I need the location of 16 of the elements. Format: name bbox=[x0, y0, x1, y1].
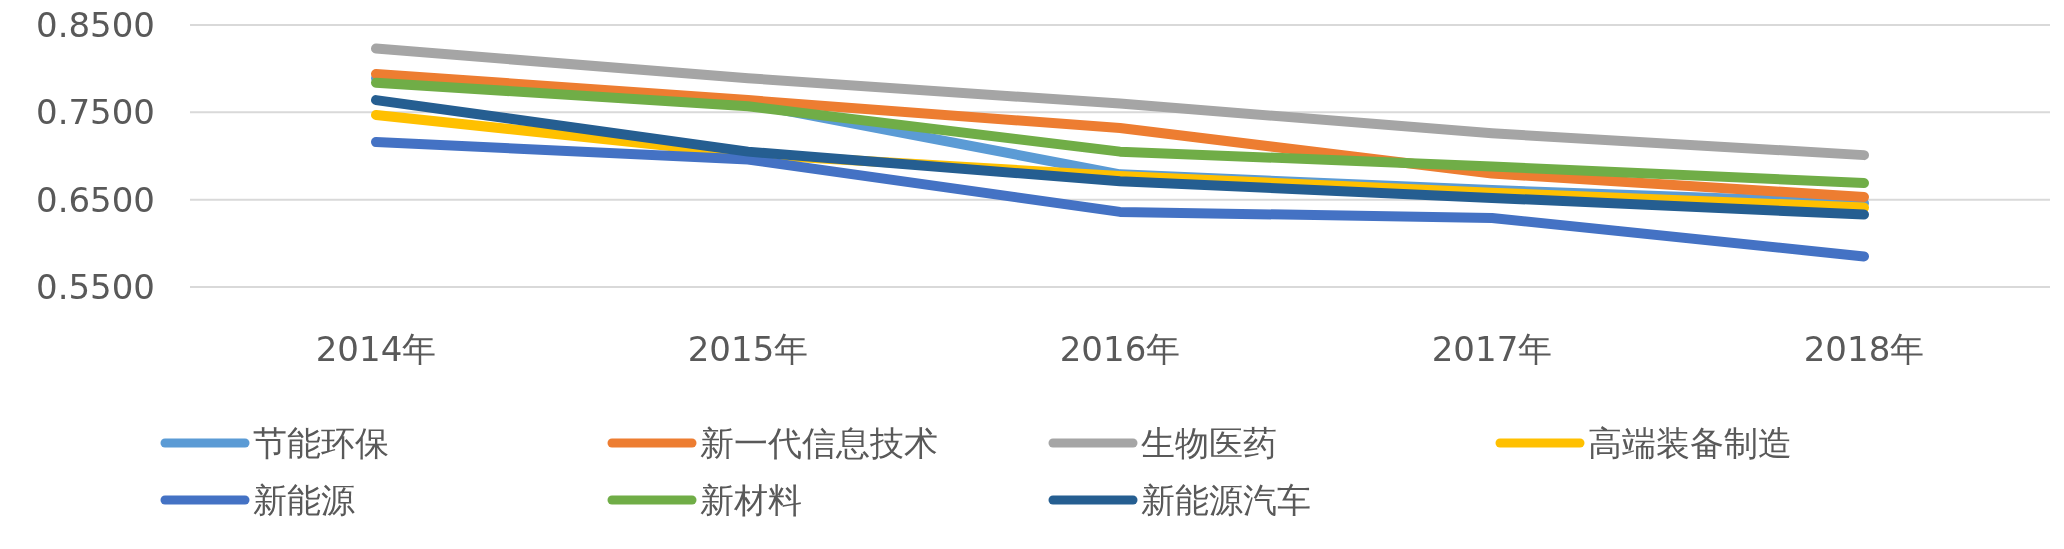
x-tick-label: 2015年 bbox=[687, 329, 809, 369]
legend-label: 节能环保 bbox=[253, 423, 389, 463]
legend-label: 高端装备制造 bbox=[1588, 423, 1792, 463]
x-tick-label: 2017年 bbox=[1431, 329, 1553, 369]
y-tick-label: 0.5500 bbox=[36, 267, 155, 307]
y-tick-label: 0.8500 bbox=[36, 5, 155, 45]
legend-label: 新材料 bbox=[700, 480, 802, 520]
x-tick-label: 2014年 bbox=[315, 329, 437, 369]
legend-label: 新能源 bbox=[253, 480, 355, 520]
legend-label: 新能源汽车 bbox=[1141, 480, 1311, 520]
legend-label: 生物医药 bbox=[1141, 423, 1277, 463]
x-tick-label: 2018年 bbox=[1803, 329, 1925, 369]
y-tick-label: 0.7500 bbox=[36, 92, 155, 133]
x-tick-label: 2016年 bbox=[1059, 329, 1181, 369]
y-tick-label: 0.6500 bbox=[36, 179, 155, 220]
legend-label: 新一代信息技术 bbox=[700, 423, 938, 463]
